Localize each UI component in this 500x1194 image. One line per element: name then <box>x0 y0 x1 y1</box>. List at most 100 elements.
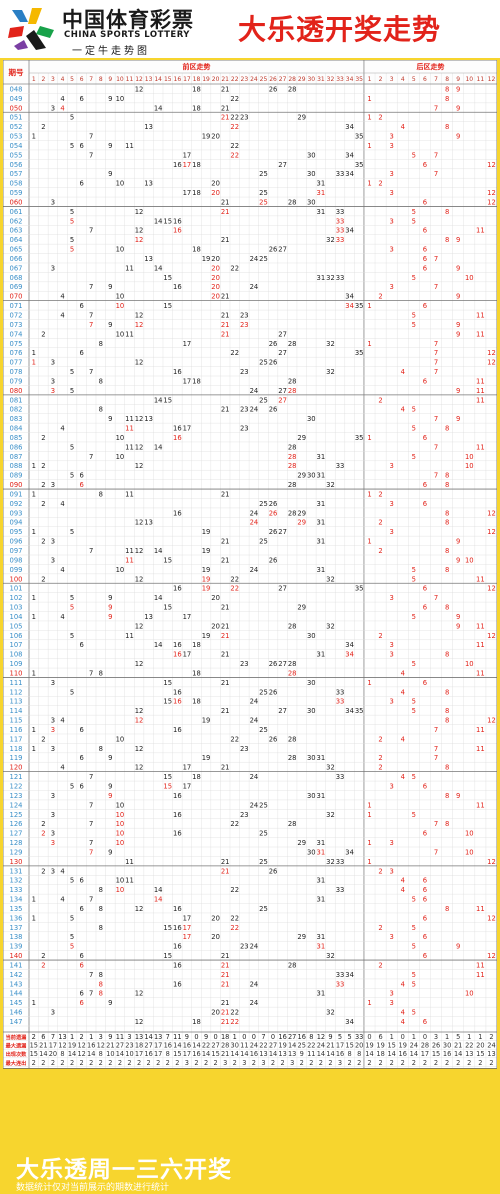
front-number: 22 <box>230 820 239 828</box>
back-number: 4 <box>401 123 405 131</box>
back-number: 1 <box>367 839 371 847</box>
front-number: 23 <box>240 660 249 668</box>
front-number: 1 <box>32 594 36 602</box>
period-label: 065 <box>10 246 23 254</box>
front-number: 20 <box>211 283 220 291</box>
back-number: 8 <box>445 519 449 527</box>
front-number: 15 <box>163 604 172 612</box>
front-number: 32 <box>326 858 335 866</box>
front-column-label: 12 <box>135 76 143 83</box>
front-number: 15 <box>163 217 172 225</box>
back-number: 12 <box>487 717 496 725</box>
back-number: 10 <box>465 830 474 838</box>
front-number: 12 <box>135 745 144 753</box>
front-number: 21 <box>221 651 230 659</box>
back-column-label: 1 <box>368 76 372 83</box>
back-number: 11 <box>476 377 485 385</box>
front-stat-value: 2 <box>204 1059 208 1067</box>
back-number: 9 <box>456 321 460 329</box>
period-label: 104 <box>10 613 23 621</box>
period-label: 089 <box>10 472 23 480</box>
front-number: 6 <box>79 142 83 150</box>
back-number: 1 <box>367 114 371 122</box>
back-number: 8 <box>445 85 449 93</box>
period-label: 139 <box>10 943 23 951</box>
front-number: 20 <box>211 293 220 301</box>
front-number: 30 <box>307 679 316 687</box>
front-number: 9 <box>108 170 112 178</box>
front-number: 33 <box>336 208 345 216</box>
front-number: 20 <box>211 189 220 197</box>
front-stat-value: 10 <box>125 1050 133 1058</box>
period-label: 095 <box>10 528 23 536</box>
back-stat-value: 19 <box>365 1042 373 1050</box>
front-number: 34 <box>345 848 354 856</box>
period-label: 067 <box>10 264 23 272</box>
back-number: 5 <box>412 425 416 433</box>
front-number: 35 <box>355 585 364 593</box>
front-stat-value: 20 <box>49 1050 57 1058</box>
front-number: 21 <box>221 490 230 498</box>
front-stat-value: 1 <box>233 1033 237 1041</box>
back-area-header: 后区走势 <box>416 62 444 71</box>
front-column-label: 18 <box>193 76 201 83</box>
front-number: 31 <box>317 839 326 847</box>
front-number: 18 <box>192 85 201 93</box>
back-number: 10 <box>465 848 474 856</box>
front-number: 21 <box>221 236 230 244</box>
front-stat-value: 7 <box>166 1033 170 1041</box>
front-number: 12 <box>135 85 144 93</box>
back-number: 1 <box>367 434 371 442</box>
front-number: 6 <box>79 999 83 1007</box>
front-number: 16 <box>173 980 182 988</box>
back-number: 3 <box>390 990 394 998</box>
back-stat-value: 6 <box>378 1033 382 1041</box>
front-number: 21 <box>221 1009 230 1017</box>
front-number: 1 <box>32 349 36 357</box>
front-number: 26 <box>269 246 278 254</box>
back-number: 6 <box>423 255 427 263</box>
front-number: 5 <box>70 604 74 612</box>
front-stat-value: 16 <box>87 1042 95 1050</box>
front-stat-value: 2 <box>357 1059 361 1067</box>
front-number: 34 <box>345 1018 354 1026</box>
front-number: 10 <box>116 330 125 338</box>
front-number: 9 <box>108 783 112 791</box>
back-number: 10 <box>465 453 474 461</box>
front-number: 3 <box>51 679 55 687</box>
back-number: 5 <box>412 773 416 781</box>
front-number: 4 <box>60 867 64 875</box>
back-number: 6 <box>423 896 427 904</box>
front-stat-value: 0 <box>194 1033 198 1041</box>
back-number: 5 <box>412 566 416 574</box>
back-number: 6 <box>423 434 427 442</box>
back-number: 9 <box>456 330 460 338</box>
front-number: 32 <box>326 368 335 376</box>
front-number: 7 <box>89 971 93 979</box>
period-label: 093 <box>10 509 23 517</box>
front-column-label: 11 <box>126 76 134 83</box>
front-number: 32 <box>326 1009 335 1017</box>
back-number: 11 <box>476 330 485 338</box>
front-number: 12 <box>135 905 144 913</box>
front-column-label: 21 <box>221 76 229 83</box>
front-number: 17 <box>183 377 192 385</box>
front-number: 28 <box>288 754 297 762</box>
back-number: 9 <box>456 538 460 546</box>
front-stat-value: 2 <box>147 1059 151 1067</box>
front-number: 21 <box>221 971 230 979</box>
front-number: 27 <box>278 387 287 395</box>
back-stat-value: 20 <box>476 1042 484 1050</box>
back-column-label: 12 <box>488 76 496 83</box>
back-number: 4 <box>401 877 405 885</box>
front-number: 12 <box>135 312 144 320</box>
front-stat-value: 16 <box>183 1042 191 1050</box>
front-stat-value: 14 <box>269 1050 277 1058</box>
header: 中国体育彩票 CHINA SPORTS LOTTERY 一定牛走势图 大乐透开奖… <box>0 0 500 58</box>
front-number: 28 <box>288 198 297 206</box>
front-stat-value: 22 <box>259 1042 267 1050</box>
front-number: 3 <box>51 867 55 875</box>
front-number: 20 <box>211 133 220 141</box>
back-number: 5 <box>412 698 416 706</box>
front-number: 6 <box>79 783 83 791</box>
